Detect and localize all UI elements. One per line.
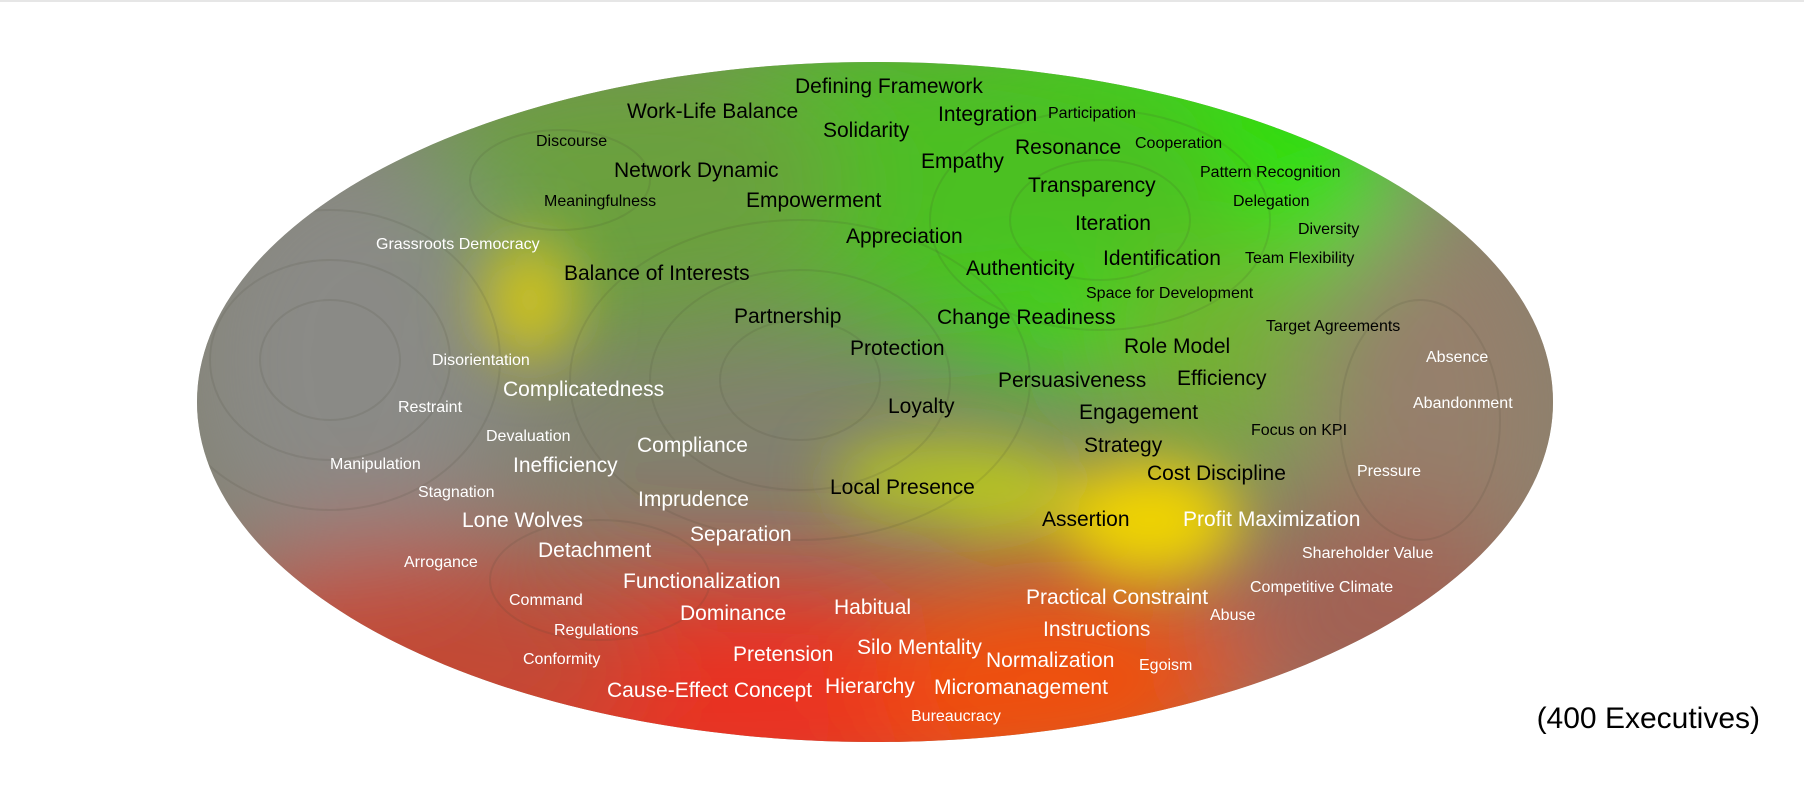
term-label: Delegation [1233,193,1310,210]
term-label: Cost Discipline [1147,462,1286,485]
term-label: Defining Framework [795,75,983,98]
term-label: Detachment [538,539,651,562]
term-label: Target Agreements [1266,318,1400,335]
term-label: Loyalty [888,395,955,418]
term-label: Change Readiness [937,306,1116,329]
term-label: Discourse [536,133,607,150]
term-label: Authenticity [966,257,1075,280]
term-label: Command [509,592,583,609]
term-label: Identification [1103,247,1221,270]
term-label: Team Flexibility [1245,250,1354,267]
term-label: Pressure [1357,463,1421,480]
term-label: Meaningfulness [544,193,656,210]
term-label: Iteration [1075,212,1151,235]
term-label: Role Model [1124,335,1230,358]
term-label: Strategy [1084,434,1163,457]
term-label: Habitual [834,596,911,619]
term-label: Functionalization [623,570,781,593]
term-label: Separation [690,523,792,546]
term-label: Work-Life Balance [627,100,798,123]
term-label: Solidarity [823,119,910,142]
term-label: Hierarchy [825,675,915,698]
term-label: Lone Wolves [462,509,583,532]
term-label: Instructions [1043,618,1150,641]
term-label: Devaluation [486,428,571,445]
term-label: Empathy [921,150,1004,173]
term-label: Egoism [1139,657,1192,674]
term-label: Practical Constraint [1026,586,1208,609]
term-label: Bureaucracy [911,708,1001,725]
term-label: Persuasiveness [998,369,1146,392]
term-label: Local Presence [830,476,975,499]
term-label: Manipulation [330,456,421,473]
term-label: Inefficiency [513,454,618,477]
term-label: Cooperation [1135,135,1222,152]
term-label: Pattern Recognition [1200,164,1341,181]
term-label: Micromanagement [934,676,1108,699]
term-label: Abandonment [1413,395,1513,412]
term-label: Space for Development [1086,285,1254,302]
term-label: Network Dynamic [614,159,779,182]
term-label: Partnership [734,305,841,328]
term-label: Pretension [733,643,833,666]
term-label: Participation [1048,105,1136,122]
term-label: Appreciation [846,225,963,248]
term-label: Abuse [1210,607,1255,624]
term-label: Arrogance [404,554,478,571]
term-label: Complicatedness [503,378,664,401]
term-label: Imprudence [638,488,749,511]
term-label: Stagnation [418,484,495,501]
term-label: Regulations [554,622,639,639]
term-label: Balance of Interests [564,262,750,285]
term-label: Transparency [1028,174,1156,197]
term-label: Normalization [986,649,1114,672]
term-label: Competitive Climate [1250,579,1393,596]
term-label: Resonance [1015,136,1121,159]
term-label: Efficiency [1177,367,1267,390]
term-label: Engagement [1079,401,1198,424]
term-label: Silo Mentality [857,636,982,659]
term-label: Compliance [637,434,748,457]
term-label: Integration [938,103,1037,126]
term-label: Cause-Effect Concept [607,679,812,702]
term-label: Restraint [398,399,463,416]
sample-size-caption: (400 Executives) [1536,702,1760,735]
term-label: Focus on KPI [1251,422,1347,439]
term-label: Protection [850,337,945,360]
term-label: Assertion [1042,508,1130,531]
term-label: Profit Maximization [1183,508,1360,531]
term-label: Conformity [523,651,600,668]
term-labels: Defining Framework Work-Life Balance Sol… [330,75,1513,725]
term-label: Dominance [680,602,786,625]
top-divider [0,0,1804,2]
term-label: Absence [1426,349,1488,366]
term-label: Disorientation [432,352,530,369]
term-label: Empowerment [746,189,882,212]
term-label: Grassroots Democracy [376,236,540,253]
term-label: Diversity [1298,221,1359,238]
term-label: Shareholder Value [1302,545,1433,562]
